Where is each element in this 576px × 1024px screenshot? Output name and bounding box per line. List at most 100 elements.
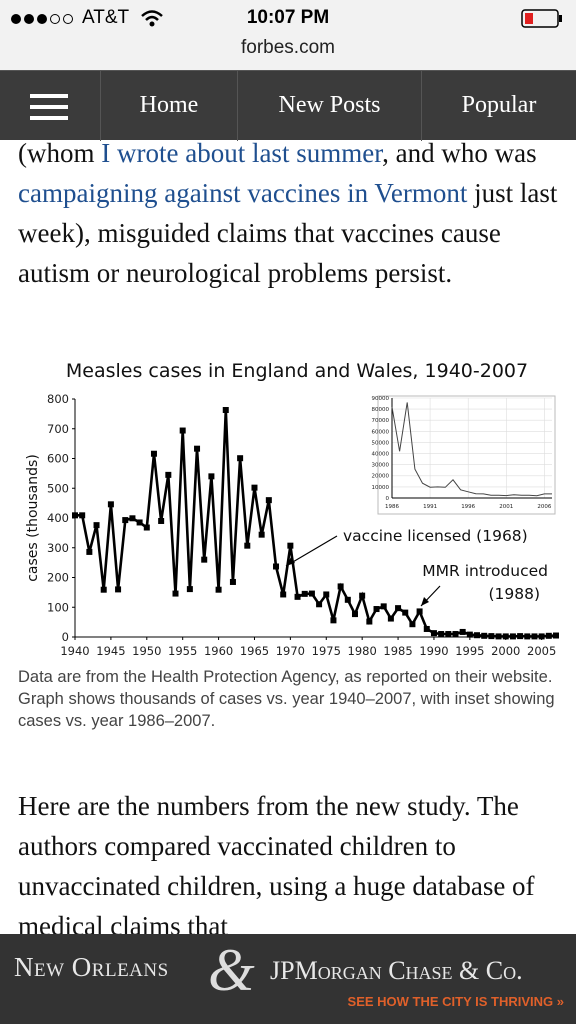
data-point: [466, 631, 473, 638]
data-point: [93, 522, 100, 529]
data-point: [143, 524, 150, 531]
nav-item[interactable]: Popular: [421, 71, 576, 141]
data-point: [553, 632, 559, 639]
y-tick-label: 300: [47, 541, 69, 555]
data-point: [416, 608, 423, 615]
data-point: [531, 633, 538, 640]
data-point: [122, 517, 129, 524]
data-point: [165, 471, 172, 478]
nav-item[interactable]: Home: [100, 71, 237, 141]
figure-caption: Data are from the Health Protection Agen…: [18, 668, 555, 730]
data-point: [445, 631, 452, 638]
data-point: [330, 617, 337, 624]
signal-icon: [11, 14, 73, 24]
y-tick-label: 500: [47, 481, 69, 495]
x-tick-label: 1985: [383, 644, 412, 658]
x-tick-label: 2000: [491, 644, 520, 658]
text: just last week), misguided claims that v…: [18, 178, 558, 288]
ad-text: &: [208, 937, 255, 1003]
data-point: [265, 497, 272, 504]
data-point: [251, 484, 258, 491]
paragraph: (whom I wrote about last summer, and who…: [18, 133, 563, 293]
data-point: [294, 593, 301, 600]
data-point: [459, 628, 466, 635]
data-point: [194, 445, 201, 452]
x-tick-label: 1995: [455, 644, 484, 658]
data-point: [136, 519, 143, 526]
data-point: [72, 512, 78, 519]
data-point: [545, 632, 552, 639]
paragraph: Here are the numbers from the new study.…: [18, 791, 535, 934]
x-tick-label: 1965: [240, 644, 269, 658]
data-point: [452, 631, 459, 638]
annotation-arrowhead: [421, 597, 429, 606]
data-point: [438, 631, 445, 638]
data-point: [79, 512, 86, 519]
data-point: [316, 601, 323, 608]
ad-text: JPMorgan Chase & Co.: [270, 956, 523, 985]
link[interactable]: campaigning against vaccines in Vermont: [18, 178, 468, 208]
data-point: [280, 591, 287, 598]
x-tick-label: 1975: [312, 644, 341, 658]
data-point: [258, 531, 265, 538]
nav-item[interactable]: New Posts: [237, 71, 421, 141]
data-point: [129, 515, 136, 522]
y-tick-label: 70000: [372, 418, 390, 424]
y-tick-label: 400: [47, 511, 69, 525]
data-point: [179, 427, 186, 434]
data-point: [201, 556, 208, 563]
y-tick-label: 80000: [372, 407, 390, 413]
y-tick-label: 100: [47, 600, 69, 614]
data-point: [366, 618, 373, 625]
x-tick-label: 1955: [168, 644, 197, 658]
x-tick-label: 1996: [461, 504, 475, 510]
status-bar: AT&T 10:07 PM forbes.com: [0, 0, 576, 70]
url[interactable]: forbes.com: [241, 37, 335, 58]
data-point: [323, 591, 330, 598]
data-line: [391, 402, 552, 497]
x-tick-label: 1991: [423, 504, 437, 510]
data-point: [474, 632, 481, 639]
y-axis-label: cases (thousands): [25, 454, 41, 582]
nav-bar: Home New Posts Popular: [0, 70, 576, 141]
data-point: [172, 590, 179, 597]
data-point: [215, 586, 222, 593]
text: (whom: [18, 138, 102, 168]
ad-text: New Orleans: [14, 952, 169, 982]
y-tick-label: 10000: [372, 485, 390, 491]
y-tick-label: 90000: [372, 396, 390, 402]
data-point: [380, 603, 387, 610]
data-point: [524, 633, 531, 640]
annotation: (1988): [488, 585, 540, 603]
y-tick-label: 600: [47, 452, 69, 466]
data-point: [337, 583, 344, 590]
y-tick-label: 30000: [372, 463, 390, 469]
y-tick-label: 50000: [372, 440, 390, 446]
data-point: [509, 633, 516, 640]
chart: Measles cases in England and Wales, 1940…: [25, 360, 559, 658]
wifi-icon: [141, 10, 163, 27]
data-point: [100, 586, 107, 593]
battery-icon: [521, 9, 562, 28]
y-tick-label: 800: [47, 392, 69, 406]
link[interactable]: I wrote about last summer: [101, 138, 383, 168]
data-point: [344, 596, 351, 603]
data-point: [273, 563, 280, 570]
data-point: [373, 606, 380, 613]
data-point: [86, 548, 93, 555]
x-tick-label: 1945: [96, 644, 125, 658]
data-point: [502, 633, 509, 640]
x-tick-label: 1940: [60, 644, 89, 658]
data-point: [359, 592, 366, 599]
menu-button[interactable]: [30, 94, 70, 120]
data-point: [186, 586, 193, 593]
data-point: [244, 542, 251, 549]
y-tick-label: 200: [47, 571, 69, 585]
ad-link[interactable]: SEE HOW THE CITY IS THRIVING »: [347, 994, 564, 1009]
inset-frame: [377, 395, 556, 515]
data-point: [538, 633, 545, 640]
x-tick-label: 2001: [499, 504, 513, 510]
ad-banner[interactable]: New Orleans & JPMorgan Chase & Co. SEE H…: [0, 934, 576, 1024]
text: , and who was: [382, 138, 537, 168]
data-point: [351, 611, 358, 618]
